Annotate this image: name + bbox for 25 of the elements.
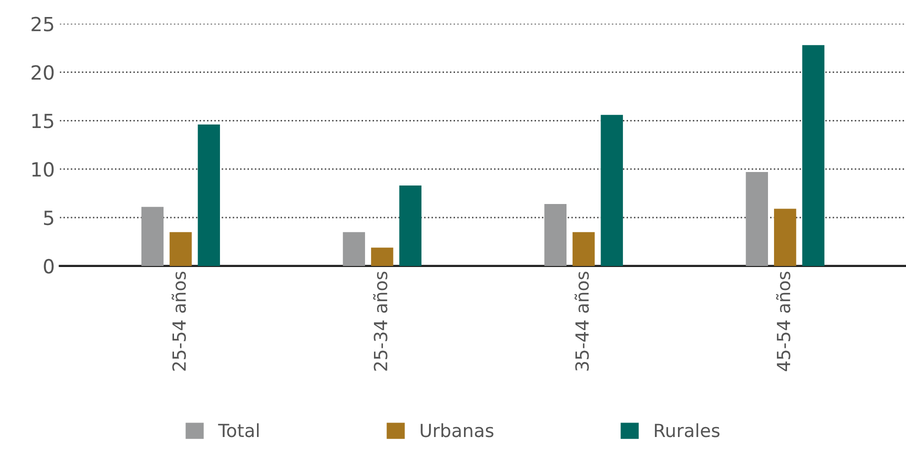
bar bbox=[371, 248, 394, 266]
bar bbox=[170, 232, 192, 266]
y-tick-label: 10 bbox=[32, 162, 54, 177]
legend-label: Total bbox=[218, 423, 259, 438]
y-tick-label: 5 bbox=[44, 210, 54, 226]
y-tick-label: 15 bbox=[32, 114, 54, 128]
y-tick-label: 20 bbox=[32, 65, 54, 80]
legend-label: Rurales bbox=[654, 423, 720, 438]
x-tick-label: 25-34 años bbox=[373, 272, 388, 371]
y-tick-label: 0 bbox=[44, 258, 54, 274]
bar bbox=[600, 114, 623, 266]
bar bbox=[399, 186, 422, 266]
bar bbox=[198, 124, 220, 266]
bar bbox=[802, 45, 824, 266]
bar bbox=[572, 232, 595, 266]
x-tick-label: 45-54 años bbox=[776, 272, 790, 372]
bar bbox=[746, 172, 768, 266]
bar bbox=[342, 232, 366, 266]
legend-label: Urbanas bbox=[420, 423, 494, 438]
x-tick-label: 35-44 años bbox=[574, 272, 589, 371]
y-tick-label: 25 bbox=[32, 16, 54, 32]
bar bbox=[141, 206, 164, 266]
bar bbox=[774, 208, 796, 266]
x-tick-label: 25-54 años bbox=[172, 272, 186, 371]
bar bbox=[544, 204, 567, 266]
